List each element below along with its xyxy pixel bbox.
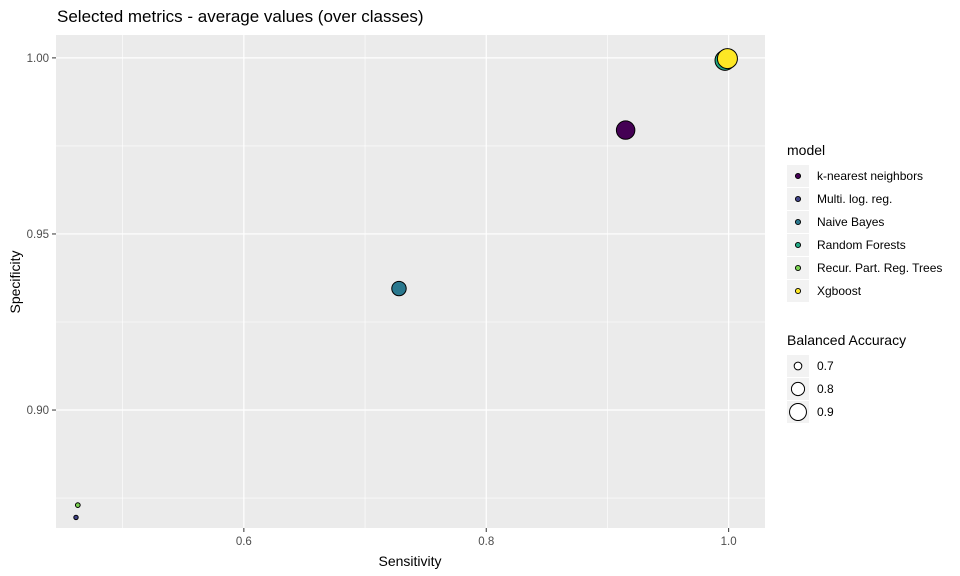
x-tick-label: 0.8 bbox=[478, 536, 494, 548]
legend-item-label: Naive Bayes bbox=[817, 215, 884, 229]
x-axis-title: Sensitivity bbox=[378, 553, 441, 569]
legend-color-swatch bbox=[794, 172, 802, 180]
y-tick-label: 0.90 bbox=[27, 405, 49, 417]
data-point bbox=[391, 280, 407, 297]
legend-color-swatch bbox=[794, 287, 802, 295]
legend-item-label: k-nearest neighbors bbox=[817, 169, 923, 183]
grid-lines bbox=[56, 35, 765, 528]
size-legend: Balanced Accuracy 0.7 0.8 0.9 bbox=[787, 332, 906, 423]
chart-title: Selected metrics - average values (over … bbox=[57, 7, 424, 26]
legend-item-label: Random Forests bbox=[817, 238, 906, 252]
legend-item-label: Multi. log. reg. bbox=[817, 192, 892, 206]
y-tick-label: 1.00 bbox=[27, 53, 49, 65]
legend-item-label: 0.9 bbox=[817, 405, 834, 419]
legend-color-swatch bbox=[794, 264, 802, 272]
y-axis-title: Specificity bbox=[7, 250, 23, 313]
data-points bbox=[73, 48, 738, 521]
x-tick-label: 1.0 bbox=[721, 536, 737, 548]
color-legend: model k-nearest neighbors Multi. log. reg… bbox=[787, 142, 942, 302]
size-legend-title: Balanced Accuracy bbox=[787, 332, 906, 348]
x-tick-label: 0.6 bbox=[236, 536, 252, 548]
legend-item-label: 0.7 bbox=[817, 359, 834, 373]
legend-size-swatch bbox=[793, 361, 803, 371]
legend-color-swatch bbox=[794, 218, 802, 226]
legend-size-swatch bbox=[790, 381, 806, 397]
data-point bbox=[74, 502, 81, 508]
data-point bbox=[716, 48, 738, 70]
axis-ticks: 0.6 0.8 1.0 0.90 0.95 1.00 bbox=[27, 53, 737, 548]
data-point bbox=[73, 514, 79, 521]
color-legend-title: model bbox=[787, 142, 825, 158]
legend-item-label: Recur. Part. Reg. Trees bbox=[817, 261, 942, 275]
data-point bbox=[615, 120, 636, 140]
legend-item-label: Xgboost bbox=[817, 284, 862, 298]
legend-size-swatch bbox=[789, 403, 807, 421]
legend-color-swatch bbox=[794, 195, 802, 203]
y-tick-label: 0.95 bbox=[27, 229, 49, 241]
legend-item-label: 0.8 bbox=[817, 382, 834, 396]
plot-panel bbox=[56, 35, 765, 528]
legend-color-swatch bbox=[794, 241, 802, 249]
